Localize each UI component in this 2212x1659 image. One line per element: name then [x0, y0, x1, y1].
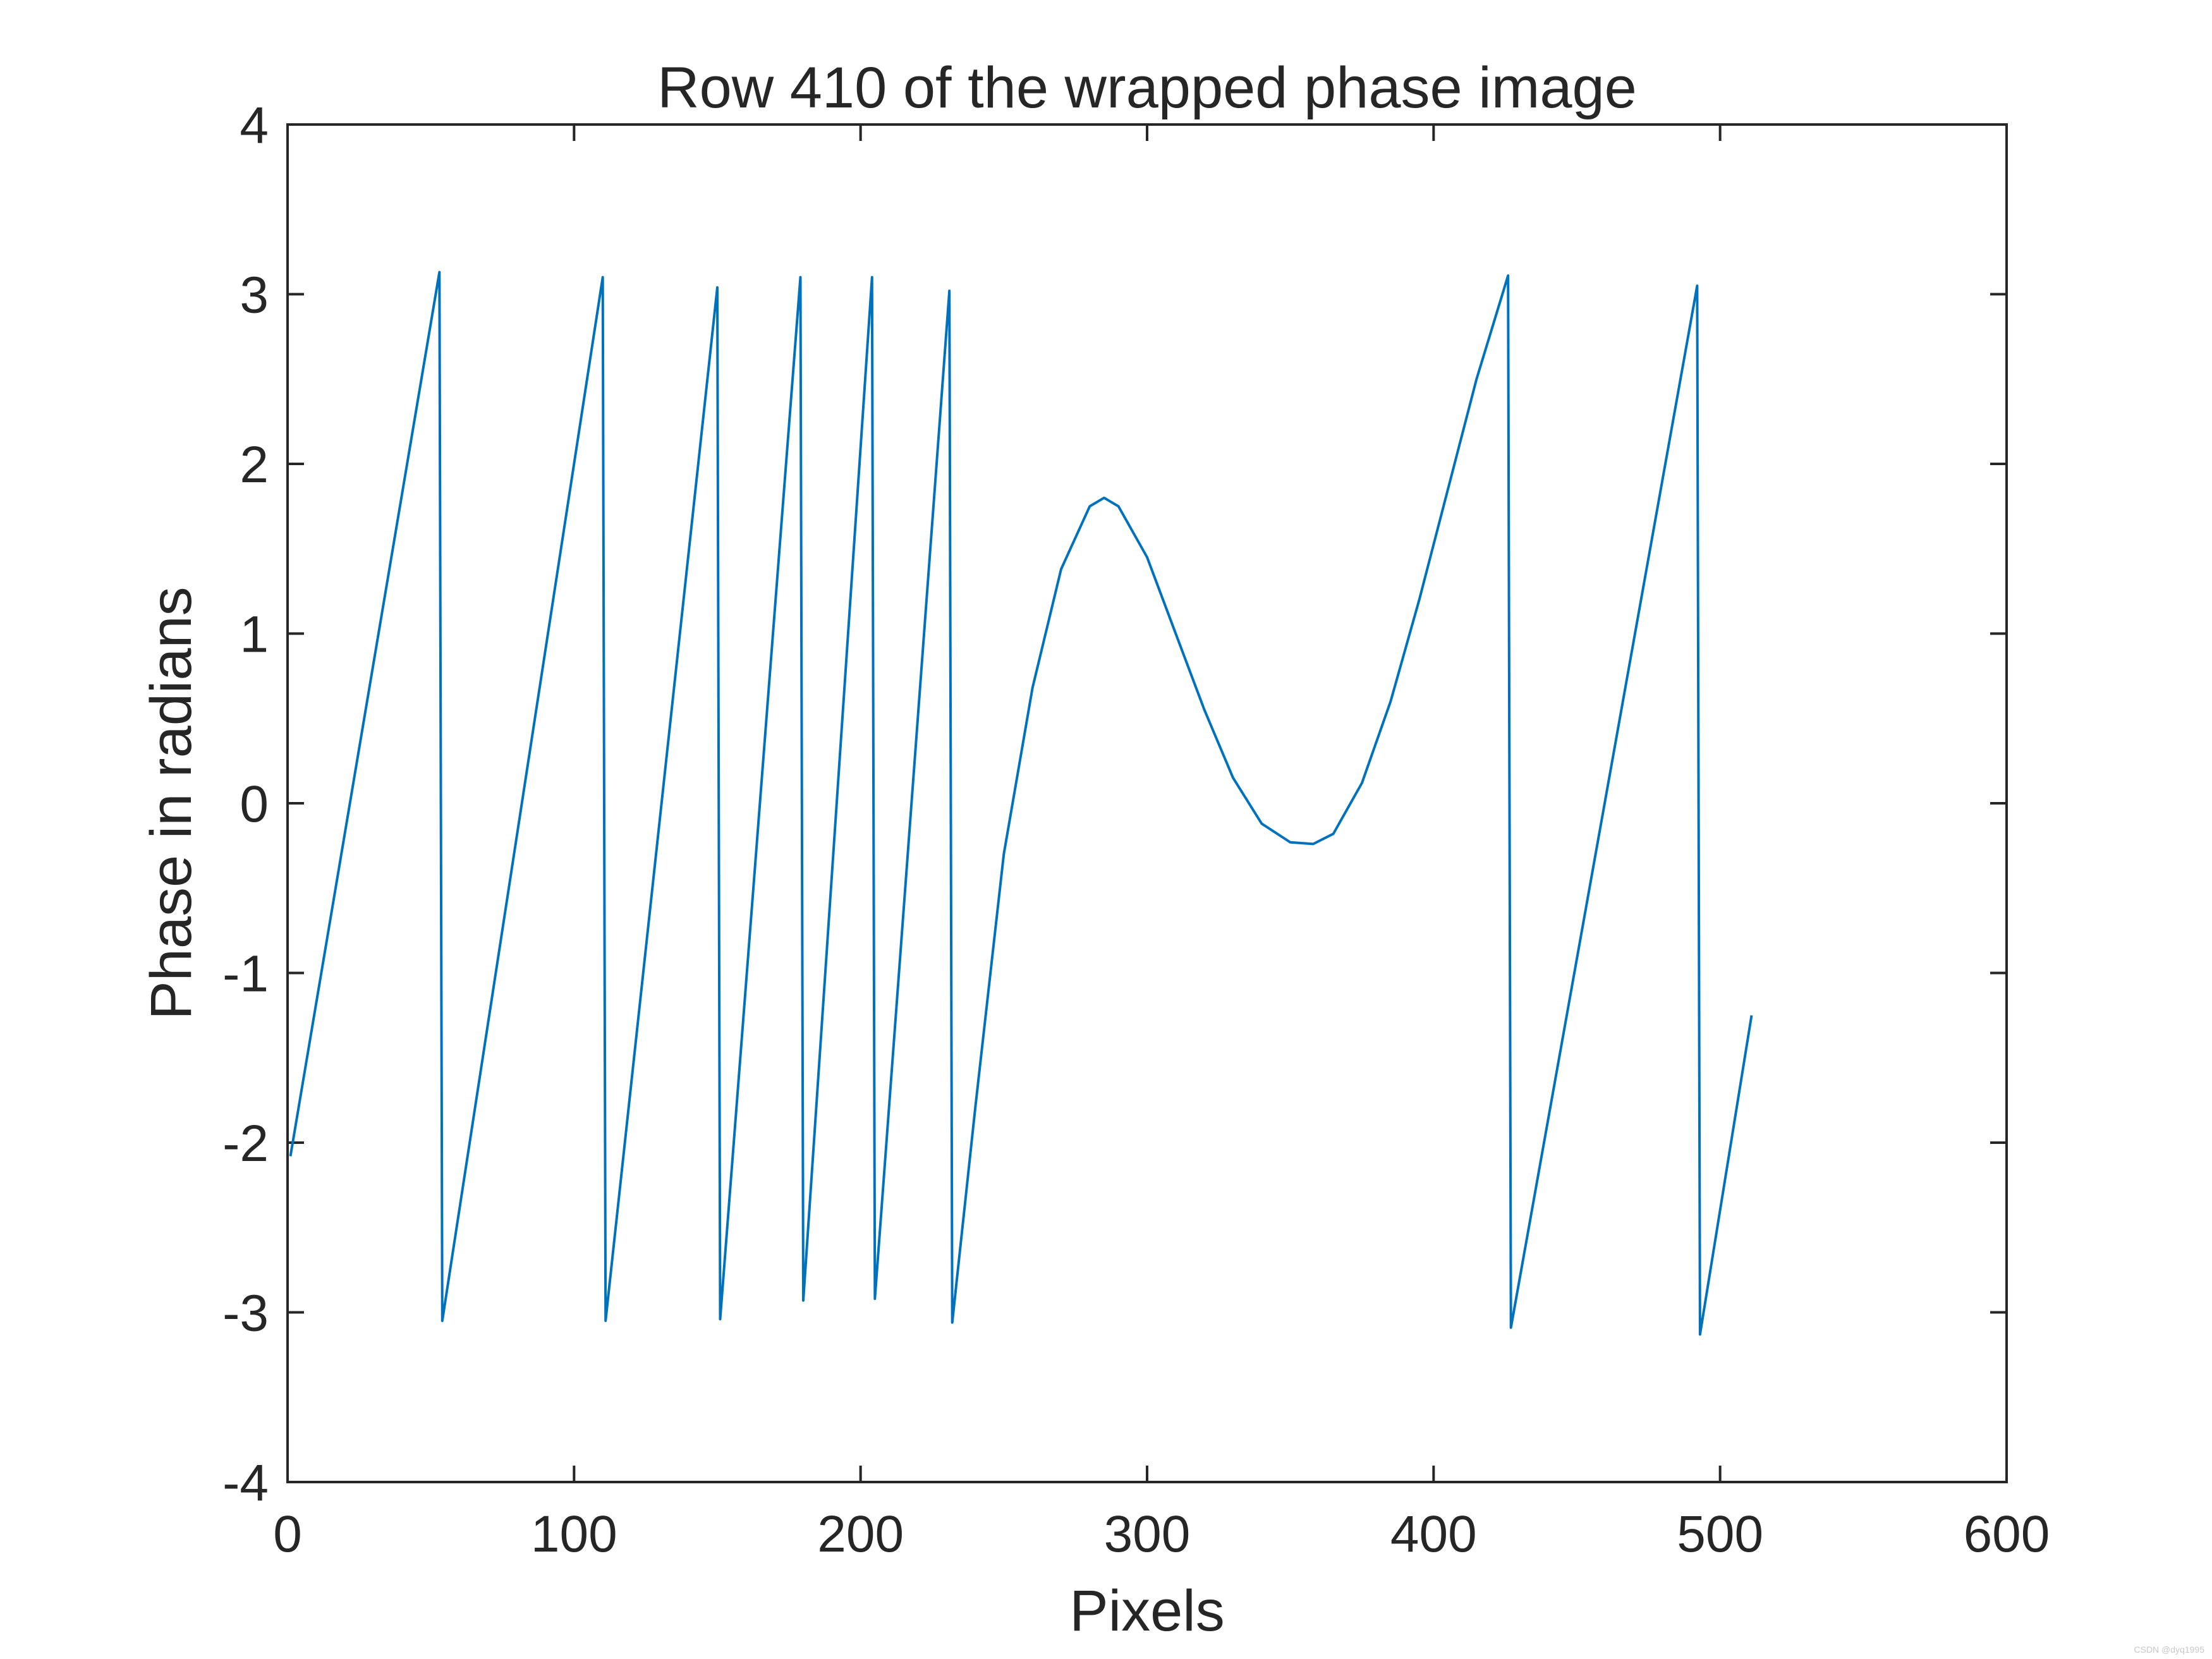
x-tick-label: 200: [817, 1505, 904, 1563]
y-tick-label: -3: [222, 1285, 269, 1342]
y-axis-label: Phase in radians: [139, 586, 204, 1019]
x-tick-label: 400: [1390, 1505, 1477, 1563]
y-tick-label: 0: [240, 775, 269, 833]
watermark-text: CSDN @dyq1995: [2134, 1644, 2205, 1655]
y-tick-label: 1: [240, 606, 269, 664]
x-tick-label: 100: [531, 1505, 617, 1563]
y-tick-label: 2: [240, 436, 269, 494]
x-tick-label: 0: [273, 1505, 302, 1563]
y-tick-label: 3: [240, 267, 269, 324]
x-tick-label: 300: [1104, 1505, 1191, 1563]
y-tick-label: 4: [240, 97, 269, 154]
series-line: [289, 270, 1753, 1336]
y-tick-label: -4: [222, 1454, 269, 1512]
ticks-layer: 0 100 200 300 400 500 600 -4 -3 -2 -1 0 1 2 3 4: [222, 97, 2050, 1563]
x-tick-label: 600: [1964, 1505, 2050, 1563]
series-layer: [289, 270, 1753, 1336]
y-tick-label: -2: [222, 1115, 269, 1172]
plot-area: [286, 123, 2008, 1483]
chart-title: Row 410 of the wrapped phase image: [657, 56, 1637, 120]
x-tick-label: 500: [1677, 1505, 1763, 1563]
y-tick-label: -1: [222, 945, 269, 1003]
x-axis-label: Pixels: [1069, 1579, 1224, 1643]
